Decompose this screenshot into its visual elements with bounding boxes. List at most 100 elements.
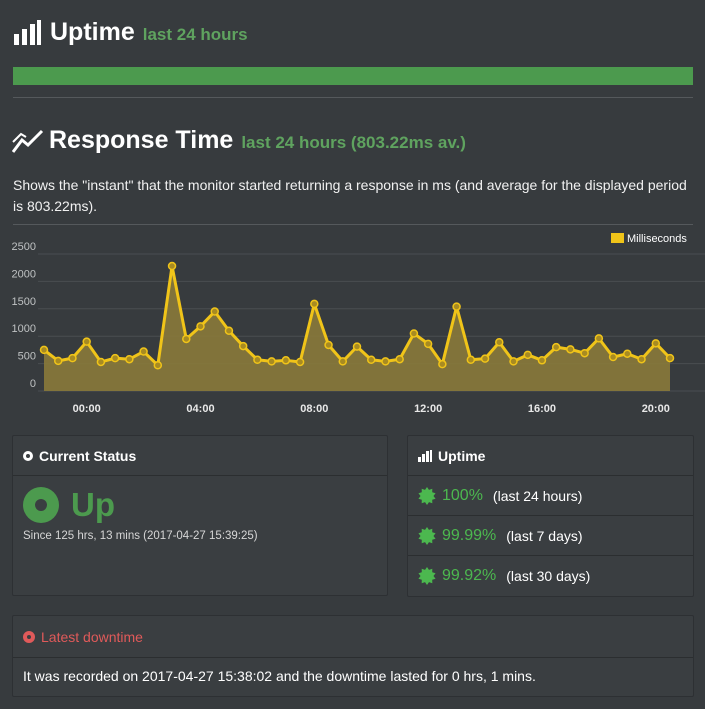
data-point — [594, 334, 604, 343]
uptime-period: (last 24 hours) — [492, 487, 583, 504]
status-indicator: Up — [23, 486, 115, 524]
divider — [13, 224, 693, 225]
data-point — [665, 353, 675, 363]
data-point — [53, 356, 63, 366]
latest-downtime-title: Latest downtime — [41, 628, 143, 645]
uptime-percent: 99.99% — [442, 526, 497, 544]
data-point — [295, 357, 305, 367]
y-tick-label: 1500 — [12, 296, 36, 308]
data-point — [210, 307, 219, 316]
data-point — [423, 339, 433, 349]
data-point — [395, 354, 404, 364]
x-tick-label: 04:00 — [186, 403, 214, 415]
uptime-percent: 99.92% — [442, 566, 497, 584]
data-point — [324, 340, 333, 350]
uptime-row-30d: 99.92% (last 30 days) — [408, 555, 693, 595]
uptime-period: (last 30 days) — [506, 567, 591, 584]
line-chart-icon — [12, 129, 44, 153]
data-point — [580, 348, 589, 358]
uptime-panel: Uptime 100% (last 24 hours) 99.99% (last… — [407, 435, 694, 597]
bar-chart-icon — [418, 449, 432, 462]
x-tick-label: 00:00 — [73, 403, 101, 415]
uptime-period: (last 7 days) — [506, 527, 583, 544]
y-tick-label: 1000 — [12, 323, 36, 335]
response-time-chart: 0 500 1000 1500 2000 2500 00:00 04:00 08:00 12:00… — [12, 233, 705, 415]
certificate-icon — [418, 526, 436, 545]
data-point — [366, 355, 376, 365]
uptime-percent: 100% — [442, 486, 483, 504]
y-tick-label: 0 — [30, 378, 36, 390]
data-point — [623, 349, 632, 358]
current-status-header: Current Status — [13, 436, 387, 476]
uptime-header: Uptime last 24 hours — [13, 18, 248, 47]
data-point — [39, 345, 49, 355]
legend-swatch — [611, 233, 624, 243]
data-point — [381, 357, 390, 366]
data-point — [96, 357, 106, 367]
status-state: Up — [71, 486, 115, 523]
uptime-title: Uptime — [50, 18, 135, 46]
status-since: Since 125 hrs, 13 mins (2017-04-27 15:39… — [23, 530, 258, 542]
uptime-subtitle: last 24 hours — [142, 25, 248, 44]
data-point — [110, 353, 120, 363]
data-point — [409, 329, 419, 338]
data-point — [139, 347, 148, 356]
status-dot-icon — [23, 450, 33, 461]
data-point — [352, 342, 362, 351]
data-point — [637, 354, 646, 364]
up-circle-icon — [23, 487, 59, 523]
data-point — [480, 354, 490, 363]
uptime-row-24h: 100% (last 24 hours) — [408, 476, 693, 515]
response-time-description: Shows the "instant" that the monitor sta… — [13, 177, 687, 214]
divider — [13, 97, 693, 98]
y-tick-label: 2000 — [12, 268, 36, 280]
response-time-title: Response Time — [49, 126, 234, 154]
data-point — [281, 356, 291, 365]
bar-chart-icon — [14, 19, 41, 45]
y-tick-label: 500 — [18, 351, 36, 363]
uptime-row-7d: 99.99% (last 7 days) — [408, 515, 693, 555]
data-point — [167, 261, 177, 271]
data-point — [182, 334, 191, 344]
data-point — [68, 353, 77, 363]
response-time-header: Response Time last 24 hours (803.22ms av… — [49, 126, 466, 155]
data-point — [566, 345, 575, 354]
data-point — [338, 357, 348, 366]
data-point — [651, 339, 661, 348]
data-point — [238, 341, 248, 351]
x-tick-label: 16:00 — [528, 403, 556, 415]
response-time-subtitle: last 24 hours (803.22ms av.) — [241, 133, 466, 152]
x-tick-label: 12:00 — [414, 403, 442, 415]
data-point — [466, 355, 476, 365]
data-point — [253, 355, 262, 365]
latest-downtime-panel: Latest downtime It was recorded on 2017-… — [12, 615, 694, 697]
data-point — [537, 356, 547, 365]
uptime-panel-header: Uptime — [408, 436, 693, 476]
latest-downtime-text: It was recorded on 2017-04-27 15:38:02 a… — [23, 668, 536, 684]
data-point — [452, 302, 461, 311]
series-area — [44, 266, 670, 391]
data-point — [153, 360, 163, 370]
data-point — [224, 326, 234, 335]
latest-downtime-header: Latest downtime — [13, 616, 693, 658]
data-point — [125, 354, 134, 364]
data-point — [523, 350, 532, 360]
data-point — [509, 357, 518, 366]
data-point — [438, 359, 447, 369]
data-point — [608, 352, 618, 362]
data-point — [196, 322, 205, 331]
data-point — [267, 357, 276, 366]
alert-circle-icon — [23, 630, 35, 643]
legend-label: Milliseconds — [627, 233, 687, 245]
x-tick-label: 08:00 — [300, 403, 328, 415]
current-status-title: Current Status — [39, 447, 137, 464]
uptime-bar — [13, 67, 693, 85]
current-status-panel: Current Status Up Since 125 hrs, 13 mins… — [12, 435, 388, 596]
certificate-icon — [418, 566, 436, 585]
x-tick-label: 20:00 — [642, 403, 670, 415]
certificate-icon — [418, 486, 436, 505]
y-tick-label: 2500 — [12, 241, 36, 253]
data-point — [551, 342, 561, 352]
data-point — [495, 337, 504, 347]
uptime-panel-title: Uptime — [438, 447, 486, 464]
